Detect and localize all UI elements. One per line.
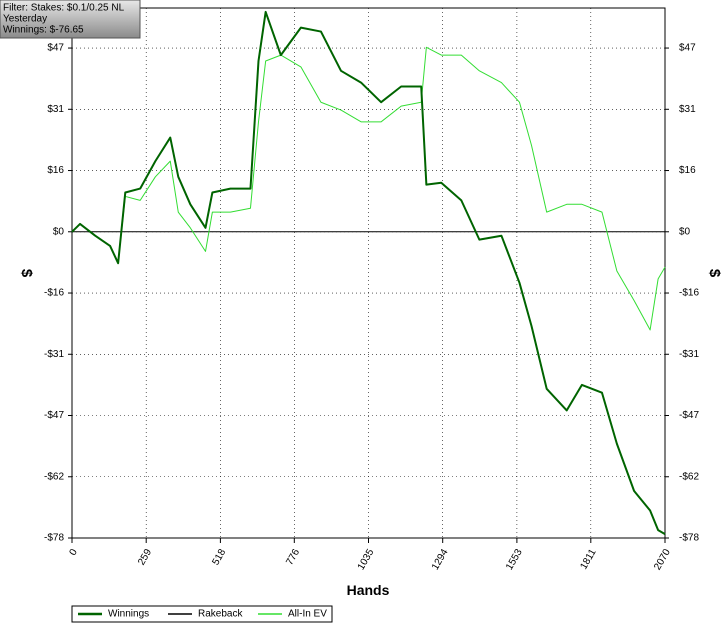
x-tick-label: 1553 [504, 547, 525, 572]
y-tick-label-right: -$62 [679, 471, 699, 482]
x-tick-label: 1294 [430, 547, 451, 572]
y-tick-label-right: $0 [679, 226, 691, 237]
y-tick-label-right: -$16 [679, 288, 699, 299]
y-tick-label: -$16 [44, 288, 64, 299]
y-tick-label: $0 [53, 226, 65, 237]
y-tick-label-right: -$47 [679, 410, 699, 421]
series-line [71, 10, 666, 535]
legend [71, 605, 333, 623]
series-line [71, 46, 666, 331]
y-tick-label: -$31 [44, 349, 64, 360]
filter-box [0, 0, 141, 39]
x-tick-label: 1811 [578, 547, 598, 572]
y-axis-title-right: $ [706, 269, 723, 278]
y-tick-label: -$47 [44, 410, 64, 421]
y-tick-label: -$62 [44, 471, 64, 482]
y-tick-label-right: $31 [679, 104, 696, 115]
y-tick-label-right: $16 [679, 165, 696, 176]
filter-text: Filter: Stakes: $0.1/0.25 NL [3, 3, 125, 14]
y-tick-label: $31 [47, 104, 64, 115]
legend-label: Rakeback [198, 609, 243, 620]
y-tick-label: $16 [47, 165, 64, 176]
y-tick-label-right: -$31 [679, 349, 699, 360]
filter-text: Yesterday [3, 14, 47, 25]
legend-label: All-In EV [288, 609, 327, 620]
x-tick-label: 259 [136, 547, 154, 567]
x-axis-title: Hands [347, 582, 390, 598]
x-tick-label: 776 [284, 547, 302, 567]
legend-label: Winnings [108, 609, 149, 620]
y-axis-title: $ [18, 269, 35, 278]
filter-text: Winnings: $-76.65 [3, 25, 84, 36]
x-tick-label: 518 [210, 547, 228, 567]
y-tick-label: -$78 [44, 533, 64, 544]
y-tick-label-right: -$78 [679, 533, 699, 544]
x-tick-label: 1035 [356, 547, 377, 572]
y-tick-label: $47 [47, 43, 64, 54]
y-tick-label-right: $47 [679, 43, 696, 54]
x-tick-label: 0 [68, 547, 81, 558]
x-tick-label: 2070 [652, 547, 673, 572]
